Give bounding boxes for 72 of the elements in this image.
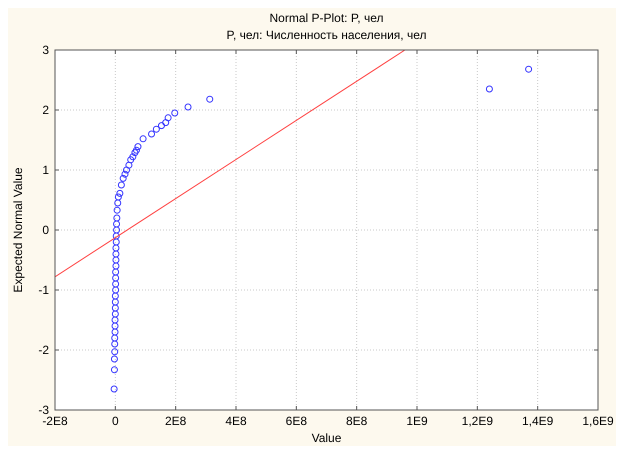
- point: [164, 114, 172, 122]
- x-tick-label: 8E8: [346, 414, 368, 428]
- point: [148, 130, 156, 138]
- point: [114, 200, 122, 206]
- chart-title: Normal P-Plot: P, чел: [269, 11, 384, 25]
- y-tick-label: 0: [42, 223, 50, 237]
- x-tick-label: 6E8: [286, 414, 308, 428]
- x-tick-label: 1,4E9: [522, 414, 554, 428]
- point: [116, 190, 124, 197]
- x-tick-label: 0: [112, 414, 119, 428]
- y-tick-label: -1: [38, 283, 50, 297]
- point: [122, 166, 130, 174]
- point: [112, 268, 120, 276]
- point: [158, 122, 165, 130]
- y-axis-title: Expected Normal Value: [11, 167, 25, 293]
- point: [110, 356, 118, 362]
- x-tick-label: 4E8: [225, 414, 247, 428]
- point: [131, 149, 138, 156]
- point: [162, 119, 170, 126]
- y-tick-label: 2: [42, 103, 50, 117]
- point: [112, 310, 119, 318]
- point: [112, 256, 120, 264]
- point: [112, 328, 119, 336]
- y-tick-label: 3: [42, 43, 50, 57]
- point: [111, 348, 118, 356]
- x-tick-label: -2E8: [42, 414, 68, 428]
- x-axis-title: Value: [312, 431, 342, 445]
- point: [525, 66, 532, 73]
- point: [171, 110, 178, 116]
- point: [111, 340, 118, 348]
- point: [152, 126, 160, 133]
- point: [112, 238, 120, 246]
- point: [486, 86, 493, 92]
- point: [111, 334, 118, 342]
- x-tick-label: 1,2E9: [462, 414, 494, 428]
- point: [206, 96, 214, 103]
- point: [112, 280, 120, 288]
- point: [114, 194, 122, 200]
- point: [112, 292, 119, 300]
- y-tick-label: -2: [38, 343, 50, 357]
- point: [184, 104, 192, 110]
- point: [110, 366, 118, 374]
- point: [132, 146, 140, 154]
- point: [112, 286, 120, 294]
- point: [121, 170, 128, 178]
- x-tick-label: 1E9: [406, 414, 428, 428]
- point: [112, 298, 119, 306]
- point: [112, 262, 120, 270]
- point: [112, 232, 120, 240]
- point: [118, 182, 125, 188]
- point: [134, 143, 142, 150]
- x-tick-label: 2E8: [164, 414, 187, 428]
- point: [112, 316, 119, 324]
- chart-subtitle: P, чел: Численность населения, чел: [226, 28, 426, 42]
- point: [112, 304, 119, 312]
- point: [112, 274, 120, 282]
- y-tick-label: -3: [38, 403, 50, 417]
- x-tick-label: 1,6E9: [582, 414, 614, 428]
- point: [112, 250, 120, 258]
- point: [129, 153, 136, 160]
- point: [112, 244, 120, 252]
- point: [114, 206, 121, 214]
- point: [110, 386, 118, 392]
- point: [120, 174, 127, 182]
- point: [127, 156, 134, 164]
- point: [112, 322, 119, 330]
- point: [113, 226, 120, 234]
- point: [113, 214, 120, 222]
- point: [113, 220, 120, 228]
- point: [125, 162, 132, 169]
- point: [140, 135, 147, 142]
- y-tick-label: 1: [42, 163, 50, 177]
